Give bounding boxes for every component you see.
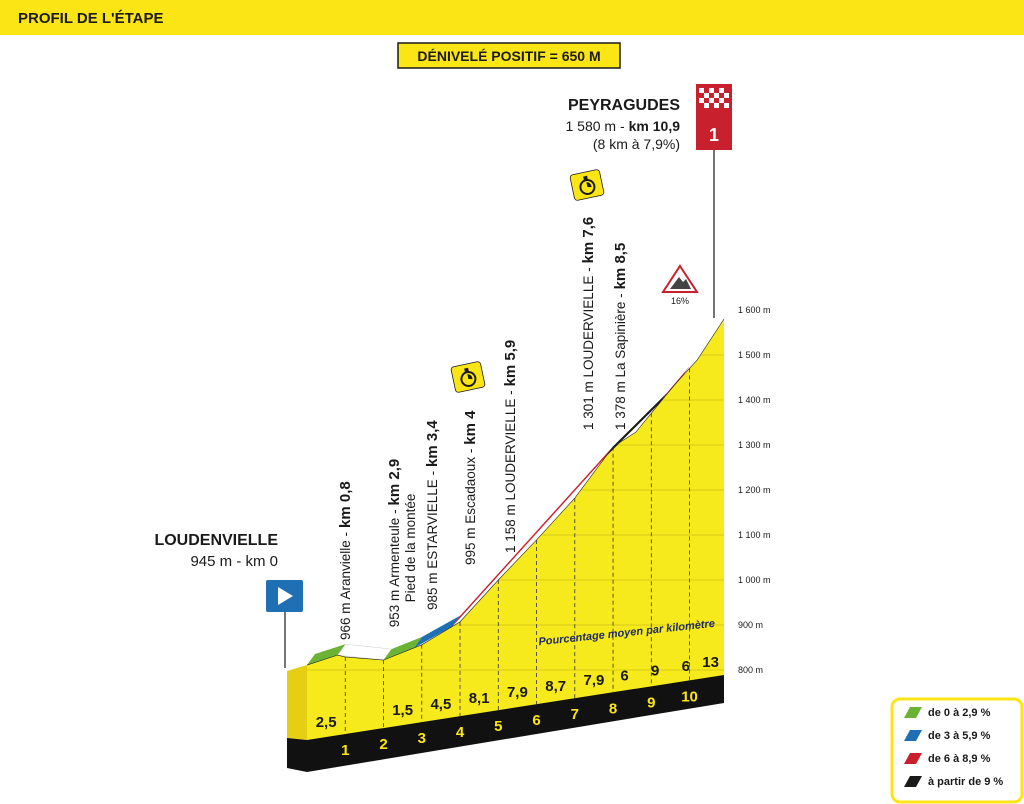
waypoint-label: 985 m ESTARVIELLE - km 3,4 — [424, 420, 441, 610]
ribbon-segment — [681, 308, 732, 377]
y-tick-label: 1 400 m — [738, 395, 771, 405]
waypoint-km: km 8,5 — [612, 243, 629, 290]
ribbon-segment — [605, 392, 667, 458]
summit-icon — [670, 277, 691, 289]
y-tick-label: 1 300 m — [738, 440, 771, 450]
waypoint-label: 953 m Armenteule - km 2,9 — [386, 459, 403, 628]
waypoint-name: 1 158 m LOUDERVIELLE - — [503, 390, 518, 553]
waypoint-km: km 7,6 — [580, 217, 597, 264]
waypoint-label: 966 m Aranvielle - km 0,8 — [337, 481, 354, 640]
gradient-label: 1,5 — [392, 702, 413, 719]
legend-swatch — [904, 730, 922, 741]
finish-km: km 10,9 — [629, 118, 681, 134]
legend-swatch — [904, 776, 922, 787]
waypoint-label: 1 301 m LOUDERVIELLE - km 7,6 — [580, 217, 597, 430]
gradient-label: 7,9 — [507, 684, 528, 701]
header-band — [0, 0, 1024, 35]
x-tick-label: 9 — [647, 694, 655, 711]
waypoint-km: km 4 — [462, 410, 479, 445]
x-tick-label: 2 — [379, 736, 387, 753]
gradient-label: 7,9 — [583, 672, 604, 689]
x-tick-label: 5 — [494, 718, 502, 735]
side-base — [287, 738, 307, 772]
legend-label: de 6 à 8,9 % — [928, 753, 991, 765]
waypoint-km: km 0,8 — [337, 481, 354, 528]
x-tick-label: 6 — [532, 712, 540, 729]
waypoint-name: 995 m Escadaoux - — [463, 449, 478, 565]
x-tick-label: 7 — [571, 706, 579, 723]
waypoint-km: km 3,4 — [424, 420, 441, 467]
start-name: LOUDENVIELLE — [154, 532, 278, 549]
finish-badge-box — [696, 118, 732, 150]
subtitle-box — [397, 42, 621, 69]
profile-line — [306, 318, 725, 666]
ribbon-segment — [414, 615, 461, 648]
max-gradient: 16% — [671, 296, 689, 306]
y-tick-label: 800 m — [738, 665, 763, 675]
waypoint-name: 953 m Armenteule - — [387, 509, 402, 627]
header-title: PROFIL DE L'ÉTAPE — [18, 10, 164, 27]
side-face — [287, 665, 307, 740]
finish-name: PEYRAGUDES — [568, 97, 680, 114]
x-tick-label: 3 — [418, 730, 426, 747]
profile-fill — [307, 319, 724, 740]
legend-label: à partir de 9 % — [928, 776, 1003, 788]
finish-alt: 1 580 m - — [565, 118, 624, 134]
gradient-label: 6 — [620, 667, 628, 684]
y-tick-label: 900 m — [738, 620, 763, 630]
gradient-label: 2,5 — [316, 714, 337, 731]
waypoint-km: km 2,9 — [386, 459, 403, 506]
legend-swatch — [904, 707, 922, 718]
y-tick-label: 1 600 m — [738, 305, 771, 315]
ribbon-segment — [452, 446, 614, 627]
gradient-label: 8,1 — [469, 690, 490, 707]
waypoint-label: 1 378 m La Sapinière - km 8,5 — [612, 243, 629, 430]
x-tick-label: 8 — [609, 700, 617, 717]
gradient-label: 8,7 — [545, 678, 566, 695]
waypoint-name: 966 m Aranvielle - — [338, 532, 353, 640]
waypoint-label: 995 m Escadaoux - km 4 — [462, 410, 479, 565]
x-tick-label: 1 — [341, 742, 349, 759]
legend-label: de 0 à 2,9 % — [928, 707, 991, 719]
waypoint-name: 985 m ESTARVIELLE - — [425, 471, 440, 610]
waypoint-km: km 5,9 — [502, 340, 519, 387]
waypoint-sub: Pied de la montée — [403, 494, 418, 603]
legend-swatch — [904, 753, 922, 764]
finish-flag — [696, 84, 732, 118]
gradient-label: 9 — [651, 663, 659, 680]
waypoint-label: 1 158 m LOUDERVIELLE - km 5,9 — [502, 340, 519, 553]
legend-box — [890, 697, 1024, 804]
y-tick-label: 1 500 m — [738, 350, 771, 360]
legend-label: de 3 à 5,9 % — [928, 730, 991, 742]
base-band — [307, 674, 724, 772]
gradient-label: 4,5 — [430, 696, 451, 713]
x-tick-label: 10 — [681, 688, 698, 705]
sprint-icon — [569, 169, 605, 201]
gradient-label: 6 — [682, 658, 690, 675]
start-icon — [278, 587, 293, 605]
waypoint-name: 1 378 m La Sapinière - — [613, 293, 628, 430]
start-detail: 945 m - km 0 — [190, 553, 278, 570]
finish-detail: 1 580 m - km 10,9 — [565, 118, 680, 134]
y-tick-label: 1 100 m — [738, 530, 771, 540]
finish-climb: (8 km à 7,9%) — [593, 136, 680, 152]
y-tick-label: 1 000 m — [738, 575, 771, 585]
ribbon-segment — [383, 636, 423, 661]
x-tick-label: 4 — [456, 724, 465, 741]
waypoint-name: 1 301 m LOUDERVIELLE - — [581, 267, 596, 430]
gradient-label: 13 — [702, 654, 719, 671]
y-tick-label: 1 200 m — [738, 485, 771, 495]
sprint-icon — [450, 361, 486, 393]
subtitle: DÉNIVELÉ POSITIF = 650 M — [417, 48, 600, 64]
ribbon-segment — [307, 644, 346, 666]
finish-badge: 1 — [709, 125, 719, 145]
